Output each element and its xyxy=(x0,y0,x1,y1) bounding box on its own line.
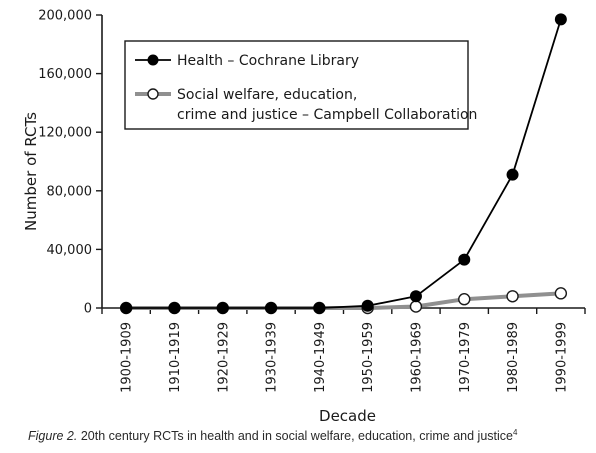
x-axis-title: Decade xyxy=(319,407,376,425)
x-tick-label: 1970-1979 xyxy=(458,322,473,393)
series-line-health xyxy=(126,19,562,309)
legend-marker-social xyxy=(147,88,159,100)
x-tick-label: 1930-1939 xyxy=(265,322,280,393)
data-point-social xyxy=(458,293,471,306)
series-layer xyxy=(119,13,568,315)
x-tick-label: 1980-1989 xyxy=(506,322,521,393)
legend-label-social-line: crime and justice – Campbell Collaborati… xyxy=(177,107,477,123)
series-line-social xyxy=(126,291,561,310)
caption-text: 20th century RCTs in health and in socia… xyxy=(77,429,513,444)
caption-label: Figure 2. xyxy=(28,429,78,444)
y-tick-label: 40,000 xyxy=(47,243,93,258)
x-tick-label: 1990-1999 xyxy=(554,322,569,393)
legend-label-health: Health – Cochrane Library xyxy=(177,53,359,69)
data-point-health xyxy=(216,302,229,314)
x-tick-label: 1960-1969 xyxy=(409,322,424,393)
data-point-health xyxy=(265,302,278,314)
x-tick-label: 1910-1919 xyxy=(168,322,183,393)
x-tick-label: 1900-1909 xyxy=(120,322,135,393)
y-tick-label: 160,000 xyxy=(38,67,92,82)
data-point-health xyxy=(458,253,471,266)
legend-marker-health xyxy=(147,54,159,66)
x-tick-label: 1940-1949 xyxy=(313,322,328,393)
data-point-social xyxy=(409,300,423,313)
series-0 xyxy=(120,13,567,314)
legend-label-social-line: Social welfare, education, xyxy=(177,87,357,103)
data-point-social xyxy=(506,290,519,303)
data-point-social xyxy=(554,287,568,300)
data-point-health xyxy=(409,290,422,303)
legend-box xyxy=(124,40,469,130)
x-tick-label: 1920-1929 xyxy=(216,322,231,393)
y-axis-title: Number of RCTs xyxy=(22,112,40,231)
series-1 xyxy=(119,287,568,315)
caption-reference: 4 xyxy=(513,428,518,437)
legend: Health – Cochrane Library Social welfare,… xyxy=(124,40,477,130)
figure-caption: Figure 2. 20th century RCTs in health an… xyxy=(28,428,588,443)
data-point-health xyxy=(120,302,133,314)
y-tick-label: 0 xyxy=(84,302,92,317)
data-point-health xyxy=(168,302,181,314)
data-point-health xyxy=(506,168,519,181)
y-tick-label: 120,000 xyxy=(38,126,92,141)
x-tick-label: 1950-1959 xyxy=(361,322,376,393)
y-tick-label: 80,000 xyxy=(47,184,93,199)
data-point-health xyxy=(313,302,326,314)
data-point-health xyxy=(554,13,567,26)
y-tick-label: 200,000 xyxy=(38,9,92,24)
data-point-health xyxy=(361,299,374,312)
axes-layer: 0 40,000 80,000 120,000 160,000 200,000 1900-1… xyxy=(22,9,586,425)
